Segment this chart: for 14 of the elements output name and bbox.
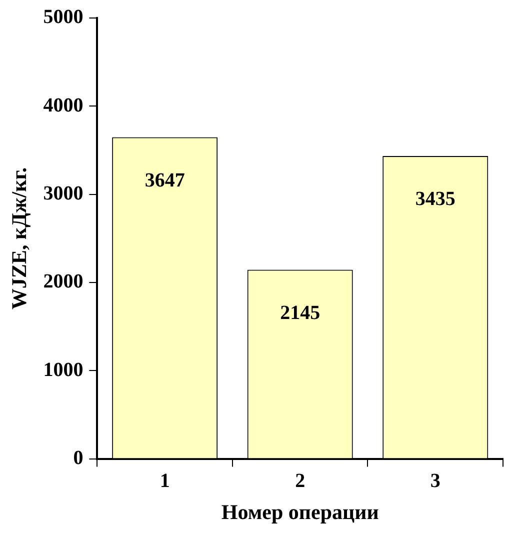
y-tick-label: 0 — [73, 446, 84, 469]
y-tick-label: 3000 — [43, 182, 84, 204]
y-tick-label: 4000 — [43, 94, 84, 116]
y-axis-title: WJZE, кДж/кг. — [7, 167, 32, 310]
x-axis-title: Номер операции — [221, 500, 379, 524]
data-label: 3435 — [415, 188, 456, 210]
x-tick-label: 1 — [160, 470, 170, 492]
x-tick-label: 2 — [295, 470, 306, 492]
data-label: 2145 — [280, 302, 320, 324]
y-tick-label: 1000 — [43, 358, 84, 381]
y-tick-label: 5000 — [43, 6, 84, 28]
y-tick-label: 2000 — [43, 270, 84, 293]
data-label: 3647 — [144, 169, 185, 192]
x-tick-label: 3 — [430, 470, 440, 492]
